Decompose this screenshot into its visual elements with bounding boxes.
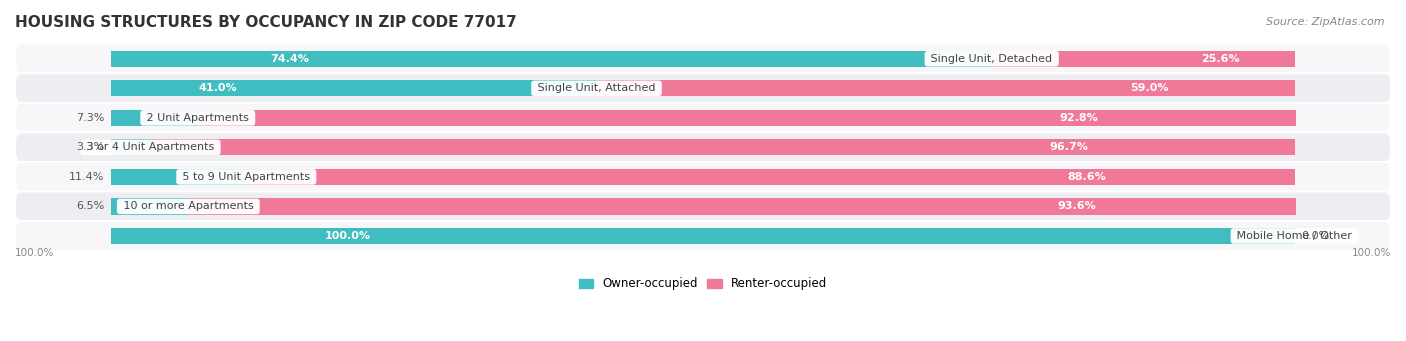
- Text: Single Unit, Detached: Single Unit, Detached: [928, 54, 1056, 64]
- Text: Single Unit, Attached: Single Unit, Attached: [534, 83, 659, 93]
- Text: 0.0%: 0.0%: [1302, 231, 1330, 241]
- Text: 10 or more Apartments: 10 or more Apartments: [120, 202, 257, 211]
- FancyBboxPatch shape: [15, 191, 1391, 221]
- Text: 88.6%: 88.6%: [1067, 172, 1107, 182]
- Text: 2 Unit Apartments: 2 Unit Apartments: [143, 113, 253, 123]
- Bar: [198, 110, 1296, 126]
- Text: 41.0%: 41.0%: [198, 83, 238, 93]
- FancyBboxPatch shape: [15, 162, 1391, 192]
- Bar: [991, 51, 1295, 67]
- Text: Source: ZipAtlas.com: Source: ZipAtlas.com: [1267, 17, 1385, 27]
- Bar: [111, 80, 596, 97]
- Text: HOUSING STRUCTURES BY OCCUPANCY IN ZIP CODE 77017: HOUSING STRUCTURES BY OCCUPANCY IN ZIP C…: [15, 15, 517, 30]
- Bar: [111, 198, 188, 214]
- Text: 3 or 4 Unit Apartments: 3 or 4 Unit Apartments: [83, 143, 218, 152]
- Bar: [596, 80, 1295, 97]
- FancyBboxPatch shape: [15, 44, 1391, 74]
- Text: 93.6%: 93.6%: [1057, 202, 1097, 211]
- Bar: [111, 228, 1295, 244]
- Text: 6.5%: 6.5%: [76, 202, 104, 211]
- Text: 100.0%: 100.0%: [1351, 248, 1391, 258]
- Text: 100.0%: 100.0%: [15, 248, 55, 258]
- Text: 25.6%: 25.6%: [1202, 54, 1240, 64]
- Text: 92.8%: 92.8%: [1059, 113, 1098, 123]
- Bar: [188, 198, 1296, 214]
- Bar: [246, 169, 1295, 185]
- Bar: [150, 139, 1295, 155]
- Text: 11.4%: 11.4%: [69, 172, 104, 182]
- Text: 74.4%: 74.4%: [270, 54, 309, 64]
- Text: Mobile Home / Other: Mobile Home / Other: [1233, 231, 1355, 241]
- Legend: Owner-occupied, Renter-occupied: Owner-occupied, Renter-occupied: [574, 273, 832, 295]
- Bar: [111, 169, 246, 185]
- FancyBboxPatch shape: [15, 221, 1391, 251]
- Text: 3.3%: 3.3%: [76, 143, 104, 152]
- Bar: [111, 139, 150, 155]
- FancyBboxPatch shape: [15, 132, 1391, 162]
- Text: 96.7%: 96.7%: [1050, 143, 1088, 152]
- FancyBboxPatch shape: [15, 103, 1391, 133]
- Bar: [111, 110, 198, 126]
- Text: 5 to 9 Unit Apartments: 5 to 9 Unit Apartments: [179, 172, 314, 182]
- Text: 7.3%: 7.3%: [76, 113, 104, 123]
- FancyBboxPatch shape: [15, 73, 1391, 103]
- Bar: [111, 51, 991, 67]
- Text: 100.0%: 100.0%: [325, 231, 370, 241]
- Text: 59.0%: 59.0%: [1130, 83, 1168, 93]
